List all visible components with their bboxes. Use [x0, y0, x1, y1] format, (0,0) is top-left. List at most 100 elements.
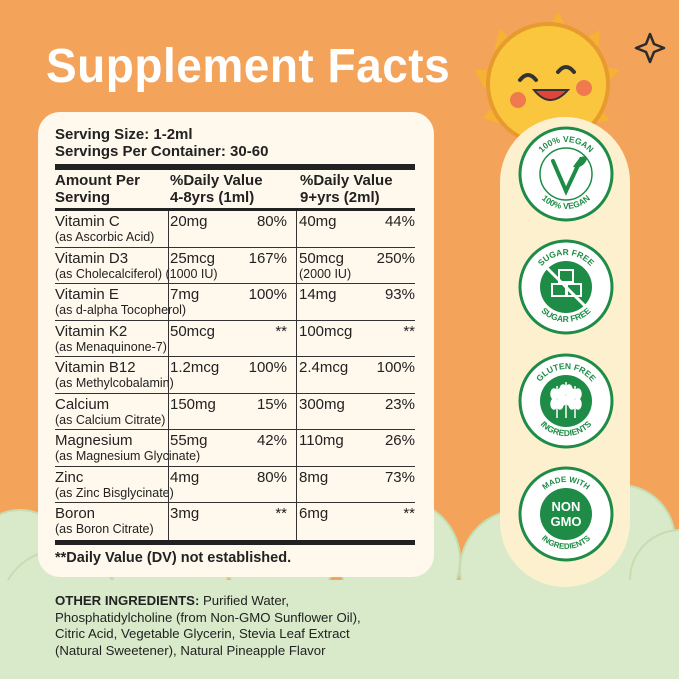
serving-size: Serving Size: 1-2ml — [55, 126, 193, 143]
dv-adult: 250% — [376, 249, 415, 267]
facts-panel — [38, 112, 434, 577]
supplement-facts-table: Serving Size: 1-2ml Servings Per Contain… — [55, 126, 415, 566]
nutrient-row: Vitamin K2 (as Menaquinone-7) 50mcg ** 100mc… — [55, 320, 415, 357]
amount-adult: 110mg — [299, 432, 344, 449]
column-divider — [296, 430, 297, 466]
dv-adult: 93% — [384, 286, 415, 303]
nutrient-name: Magnesium — [55, 432, 133, 449]
amount-adult: 14mg — [299, 286, 337, 303]
nutrient-source: (as Calcium Citrate) — [55, 412, 166, 427]
header-amount-line1: Amount Per — [55, 172, 141, 189]
header-dv1-line2: 4-8yrs (1ml) — [170, 189, 255, 206]
other-ingredients: OTHER INGREDIENTS: Purified Water, Phosp… — [55, 593, 435, 659]
servings-per-container: Servings Per Container: 30-60 — [55, 143, 269, 160]
amount-adult: 8mg — [299, 468, 329, 486]
dv-child: ** — [275, 505, 287, 522]
dv-child: 42% — [256, 432, 287, 449]
nutrient-name: Vitamin C — [55, 213, 120, 230]
column-divider — [296, 284, 297, 320]
column-divider — [296, 357, 297, 393]
wheat-icon — [550, 382, 582, 418]
amount-adult: 6mg — [299, 505, 329, 522]
column-divider — [168, 393, 169, 429]
nutrient-source: (as Ascorbic Acid) — [55, 230, 155, 244]
dv-child: 167% — [248, 249, 287, 267]
sugar-free-badge: SUGAR FREE SUGAR FREE — [518, 239, 614, 335]
nutrient-name: Vitamin D3 — [55, 249, 129, 267]
column-divider — [296, 247, 297, 283]
page-title: Supplement Facts — [46, 37, 451, 93]
header-dv1-line1: %Daily Value — [170, 172, 263, 189]
column-divider — [168, 503, 169, 540]
amount-child: 3mg — [170, 505, 200, 522]
nutrient-source: (as d-alpha Tocopherol) — [55, 303, 187, 317]
vegan-badge: 100% VEGAN 100% VEGAN — [518, 126, 614, 222]
nutrient-name: Vitamin B12 — [55, 359, 136, 376]
thick-divider — [55, 164, 415, 170]
other-ingredients-line4: (Natural Sweetener), Natural Pineapple F… — [55, 642, 326, 658]
gmo-badge-gmo: GMO — [550, 514, 581, 529]
nutrient-name: Vitamin K2 — [55, 322, 128, 340]
column-divider — [168, 430, 169, 466]
column-divider — [168, 320, 169, 356]
nutrient-row: Magnesium (as Magnesium Glycinate) 55mg 42%… — [55, 430, 415, 467]
dv-child: 100% — [248, 359, 287, 376]
column-divider — [296, 320, 297, 356]
nutrient-row: Vitamin E (as d-alpha Tocopherol) 7mg 100% 1… — [55, 284, 415, 321]
nutrient-row: Calcium (as Calcium Citrate) 150mg 15% 300mg… — [55, 393, 415, 430]
v-leaf-icon — [551, 157, 583, 196]
dv-child: 15% — [256, 395, 287, 413]
amount-child: 25mcg — [170, 249, 216, 267]
column-divider — [296, 466, 297, 502]
amount-adult: 40mg — [299, 213, 337, 230]
column-divider — [168, 247, 169, 283]
gluten-free-badge: GLUTEN FREE INGREDIENTS — [518, 353, 614, 449]
column-divider — [296, 211, 297, 247]
column-divider — [168, 466, 169, 502]
sparkle-icon — [634, 32, 666, 64]
amount-child: 150mg — [170, 395, 216, 413]
other-ingredients-label: OTHER INGREDIENTS: — [55, 593, 200, 608]
header-divider — [55, 208, 415, 211]
amount-child: 55mg — [170, 432, 208, 449]
header-dv2-line1: %Daily Value — [300, 172, 393, 189]
nutrient-row: Zinc (as Zinc Bisglycinate) 4mg 80% 8mg 73% — [55, 466, 415, 503]
nutrient-name: Boron — [55, 505, 96, 522]
dv-adult: ** — [403, 322, 415, 340]
dv-adult: 44% — [384, 213, 415, 230]
dv-child: 100% — [248, 286, 287, 303]
nutrient-source: (as Cholecalciferol) (1000 IU) — [55, 266, 218, 281]
amount-child: 4mg — [170, 468, 200, 486]
nutrient-name: Zinc — [55, 468, 84, 486]
dv-adult: ** — [403, 505, 415, 522]
dv-child: 80% — [256, 213, 287, 230]
amount-adult: 2.4mcg — [299, 359, 349, 376]
other-ingredients-line1: Purified Water, — [199, 593, 290, 608]
nutrient-source: (as Magnesium Glycinate) — [55, 449, 201, 463]
column-divider — [168, 284, 169, 320]
nutrient-source: (as Methylcobalamin) — [55, 376, 174, 390]
other-ingredients-line2: Phosphatidylcholine (from Non-GMO Sunflo… — [55, 609, 361, 625]
amount-adult: 300mg — [299, 395, 345, 413]
column-divider — [168, 211, 169, 247]
dv-child: 80% — [256, 468, 287, 486]
amount-child: 20mg — [170, 213, 208, 230]
amount-adult: 100mcg — [299, 322, 353, 340]
amount-child: 7mg — [170, 286, 200, 303]
amount-adult: 50mcg — [299, 249, 345, 267]
header-dv2-line2: 9+yrs (2ml) — [300, 189, 380, 206]
non-gmo-badge: MADE WITH INGREDIENTS NON GMO — [518, 466, 614, 562]
dv-child: ** — [275, 322, 287, 340]
footnote: **Daily Value (DV) not established. — [55, 549, 292, 566]
amount-adult-sub: (2000 IU) — [299, 266, 352, 281]
nutrient-rows: Vitamin C (as Ascorbic Acid) 20mg 80% 40mg 44… — [55, 211, 415, 540]
header-amount-line2: Serving — [55, 189, 111, 206]
column-divider — [168, 357, 169, 393]
nutrient-source: (as Boron Citrate) — [55, 522, 154, 536]
nutrient-row: Vitamin D3 (as Cholecalciferol) (1000 IU)… — [55, 247, 415, 284]
amount-child: 1.2mcg — [170, 359, 220, 376]
column-divider — [296, 503, 297, 540]
dv-adult: 100% — [376, 359, 415, 376]
nutrient-name: Calcium — [55, 395, 110, 413]
bottom-divider — [55, 539, 415, 545]
